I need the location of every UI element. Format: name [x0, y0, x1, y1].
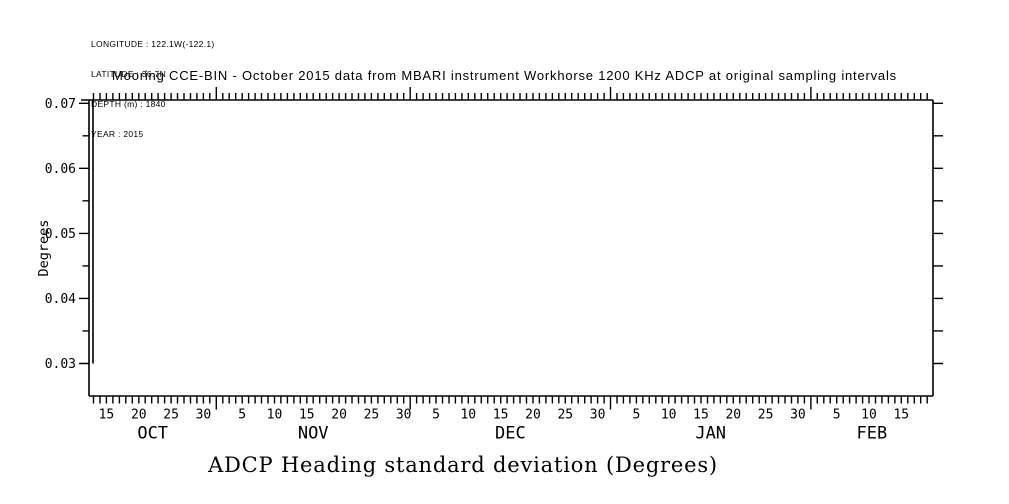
x-tick-label: 5: [632, 408, 640, 423]
x-tick-label: 15: [99, 408, 115, 423]
month-label: NOV: [298, 424, 329, 444]
x-tick-label: 15: [493, 408, 509, 423]
y-axis-title: Degrees: [36, 220, 52, 277]
y-tick-labels: 0.03 0.04 0.05 0.06 0.07: [45, 97, 76, 372]
x-tick-label: 10: [861, 408, 877, 423]
x-tick-label: 20: [131, 408, 147, 423]
x-tick-label: 30: [196, 408, 212, 423]
x-tick-label: 30: [590, 408, 606, 423]
x-tick-label: 10: [267, 408, 283, 423]
x-tick-label: 25: [163, 408, 179, 423]
station-info-latitude: LATITUDE : 36.7N: [91, 69, 167, 79]
x-tick-label: 25: [557, 408, 573, 423]
x-tick-labels: 15 20 25 30 5 10 15 20 25 30 5 10 15 20 25 30 5 10 15 20 25 3…: [99, 408, 910, 423]
y-tick-label: 0.03: [45, 357, 76, 372]
x-axis-ticks: [92, 87, 928, 410]
month-label: OCT: [137, 424, 168, 444]
station-info-longitude: LONGITUDE : 122.1W(-122.1): [91, 39, 215, 49]
x-tick-label: 25: [758, 408, 774, 423]
y-tick-label: 0.06: [45, 162, 76, 177]
y-tick-label: 0.05: [45, 227, 76, 242]
x-tick-label: 15: [693, 408, 709, 423]
x-tick-label: 5: [833, 408, 841, 423]
x-tick-label: 10: [460, 408, 476, 423]
plot-frame: [81, 99, 934, 397]
y-tick-label: 0.07: [45, 97, 76, 112]
plot-title: Mooring CCE-BIN - October 2015 data from…: [112, 68, 897, 83]
x-tick-label: 20: [525, 408, 541, 423]
station-info-depth: DEPTH (m) : 1840: [91, 99, 166, 109]
x-tick-label: 5: [432, 408, 440, 423]
station-info: LONGITUDE : 122.1W(-122.1) LATITUDE : 36…: [91, 19, 215, 159]
x-tick-label: 10: [661, 408, 677, 423]
x-tick-label: 30: [790, 408, 806, 423]
x-tick-label: 25: [364, 408, 380, 423]
month-label: DEC: [495, 424, 526, 444]
x-tick-label: 20: [725, 408, 741, 423]
x-tick-label: 15: [893, 408, 909, 423]
month-label: JAN: [695, 424, 726, 444]
y-axis-ticks: [79, 102, 943, 365]
axis-caption: ADCP Heading standard deviation (Degrees…: [208, 453, 718, 477]
x-tick-label: 30: [396, 408, 412, 423]
x-tick-label: 15: [299, 408, 315, 423]
month-label: FEB: [857, 424, 888, 444]
x-tick-label: 20: [331, 408, 347, 423]
month-labels: OCT NOV DEC JAN FEB: [137, 424, 887, 444]
y-tick-label: 0.04: [45, 292, 76, 307]
x-tick-label: 5: [238, 408, 246, 423]
station-info-year: YEAR : 2015: [91, 129, 144, 139]
